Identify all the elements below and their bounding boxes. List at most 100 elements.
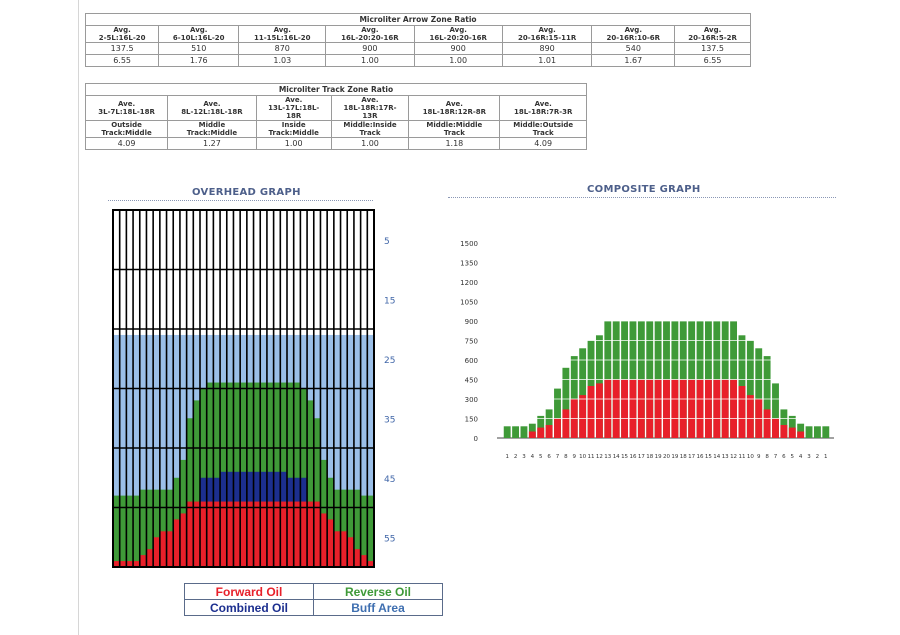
track-header-cell: Ave. 18L-18R:17R- 13R — [330, 95, 410, 121]
composite-x-tick-label: 6 — [782, 454, 786, 460]
track-label-cell-line: Middle:Outside — [513, 121, 574, 129]
reverse-oil-bar — [570, 356, 578, 438]
forward-oil-bar — [287, 501, 294, 567]
arrow-header-cell-line: Avg. — [703, 26, 722, 34]
forward-oil-bar — [173, 519, 180, 567]
forward-oil-bar — [206, 501, 214, 567]
track-header-cell-line: 3L-7L:18L-18R — [98, 108, 155, 116]
arrow-header-cell-line: Avg. — [113, 26, 131, 34]
composite-x-tick-label: 10 — [579, 454, 586, 460]
composite-title-rule — [448, 197, 836, 198]
forward-oil-bar — [213, 501, 221, 567]
overhead-y-tick-label: 55 — [384, 534, 395, 544]
forward-oil-bar — [646, 379, 654, 438]
arrow-header-cell-line: Avg. — [624, 26, 642, 34]
composite-x-tick-label: 17 — [638, 454, 645, 460]
composite-x-tick-label: 9 — [757, 454, 761, 460]
track-header-cell-line: Ave. — [203, 100, 221, 108]
forward-oil-bar — [360, 555, 368, 567]
reverse-oil-bar — [146, 489, 154, 567]
composite-x-tick-label: 20 — [663, 454, 670, 460]
composite-x-tick-label: 12 — [730, 454, 737, 460]
reverse-oil-bar — [340, 489, 348, 567]
reverse-oil-bar — [772, 383, 779, 438]
forward-oil-bar — [266, 501, 274, 567]
legend-combined-oil: Combined Oil — [184, 599, 314, 616]
composite-y-tick-label: 1050 — [460, 299, 478, 307]
reverse-oil-bar — [360, 495, 368, 567]
forward-oil-bar — [119, 561, 127, 567]
composite-y-tick-label: 1350 — [460, 260, 478, 268]
reverse-oil-bar — [193, 400, 200, 567]
forward-oil-bar — [704, 379, 712, 438]
forward-oil-bar — [545, 425, 553, 438]
forward-oil-bar — [587, 386, 595, 438]
composite-y-tick-label: 750 — [465, 338, 478, 346]
forward-oil-bar — [730, 379, 738, 438]
track-zone-ratio-table: Microliter Track Zone Ratio Ave. 3L-7L:18… — [84, 83, 587, 150]
forward-oil-bar — [595, 383, 603, 438]
forward-oil-bar — [579, 395, 587, 438]
composite-x-tick-label: 19 — [671, 454, 678, 460]
forward-oil-bar — [772, 418, 779, 438]
arrow-header-cell-line: 16L-20:20-16R — [429, 34, 487, 42]
forward-oil-bar — [528, 431, 536, 438]
forward-oil-bar — [663, 379, 670, 438]
forward-oil-bar — [713, 379, 721, 438]
forward-oil-bar — [763, 409, 771, 438]
reverse-oil-bar — [520, 426, 528, 438]
composite-x-tick-label: 5 — [539, 454, 543, 460]
arrow-header-cell-line: 11-15L:16L-20 — [254, 34, 311, 42]
forward-oil-bar — [679, 379, 687, 438]
forward-oil-bar — [367, 561, 374, 567]
forward-oil-bar — [153, 537, 160, 567]
composite-x-tick-label: 15 — [705, 454, 712, 460]
composite-x-tick-label: 11 — [738, 454, 745, 460]
reverse-oil-bar — [537, 415, 545, 438]
forward-oil-bar — [146, 549, 154, 567]
composite-x-tick-label: 8 — [765, 454, 769, 460]
reverse-oil-bar — [347, 489, 354, 567]
forward-oil-bar — [253, 501, 261, 567]
legend-reverse-oil: Reverse Oil — [313, 583, 443, 600]
overhead-y-tick-label: 5 — [384, 237, 390, 247]
composite-x-tick-label: 10 — [747, 454, 754, 460]
overhead-y-tick-label: 15 — [384, 296, 395, 306]
arrow-header-cell-line: 16L-20:20-16R — [341, 34, 399, 42]
track-ratio-cell: 1.18 — [408, 137, 501, 150]
forward-oil-bar — [604, 379, 612, 438]
arrow-header-cell-line: 2-5L:16L-20 — [98, 34, 146, 42]
composite-x-tick-label: 11 — [588, 454, 595, 460]
track-label-cell-line: Outside — [111, 121, 142, 129]
track-label-cell-line: Middle — [198, 121, 226, 129]
track-label-cell-line: Track — [443, 129, 465, 137]
reverse-oil-bar — [206, 382, 214, 567]
reverse-oil-bar — [822, 426, 830, 438]
reverse-oil-bar — [287, 382, 294, 567]
reverse-oil-bar — [333, 489, 341, 567]
overhead-y-tick-label: 25 — [384, 356, 395, 366]
forward-oil-bar — [113, 561, 120, 567]
forward-oil-bar — [126, 561, 134, 567]
forward-oil-bar — [273, 501, 281, 567]
forward-oil-bar — [554, 418, 561, 438]
arrow-header-cell-line: Avg. — [273, 26, 291, 34]
forward-oil-bar — [179, 513, 187, 567]
arrow-zone-ratio-table: Microliter Arrow Zone Ratio Avg. 2-5L:16L… — [84, 13, 751, 67]
forward-oil-bar — [721, 379, 729, 438]
overhead-title-rule — [108, 200, 373, 201]
overhead-y-tick-label: 45 — [384, 475, 395, 485]
forward-oil-bar — [654, 379, 662, 438]
forward-oil-bar — [780, 425, 788, 438]
reverse-oil-bar — [813, 426, 821, 438]
composite-x-tick-label: 5 — [791, 454, 795, 460]
forward-oil-bar — [696, 379, 704, 438]
composite-x-tick-label: 16 — [629, 454, 636, 460]
legend-buff-area: Buff Area — [313, 599, 443, 616]
forward-oil-bar — [300, 501, 308, 567]
forward-oil-bar — [688, 379, 696, 438]
composite-x-tick-label: 2 — [816, 454, 820, 460]
forward-oil-bar — [671, 379, 679, 438]
